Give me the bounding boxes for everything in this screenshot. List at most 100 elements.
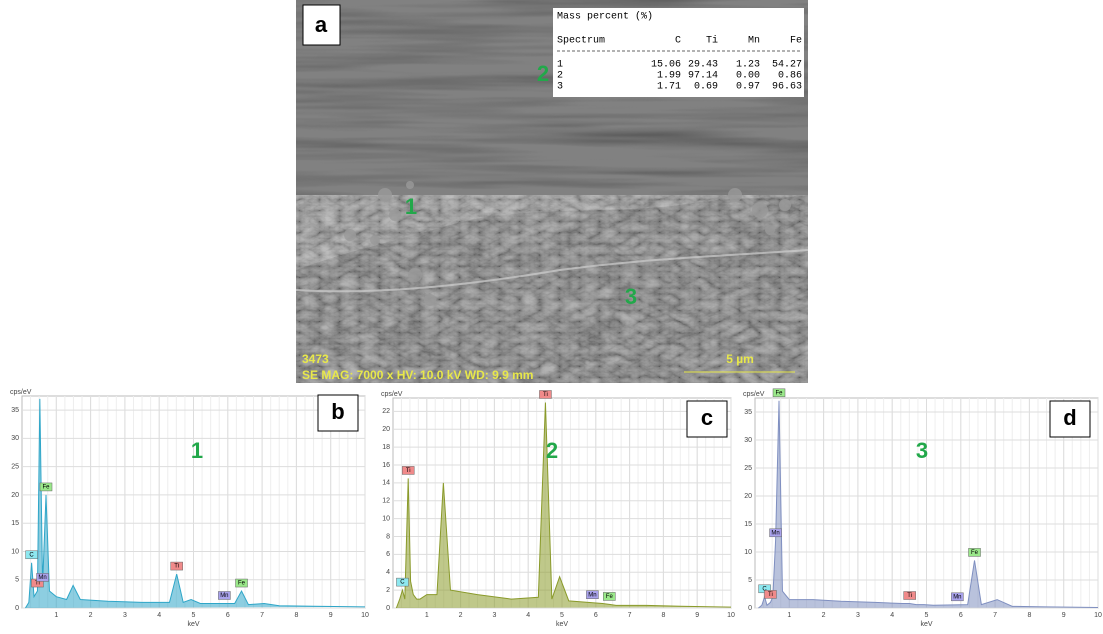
panel-label: b [331, 399, 344, 424]
y-tick-label: 35 [11, 407, 19, 414]
peak-label: Mn [220, 593, 228, 599]
table-header: C [675, 36, 681, 47]
x-tick-label: 3 [492, 612, 496, 619]
x-tick-label: 5 [192, 612, 196, 619]
y-tick-label: 10 [744, 549, 752, 556]
peak-label-box [36, 573, 49, 582]
peak-label-box [903, 591, 916, 600]
x-tick-label: 10 [727, 612, 735, 619]
peak-label-box [25, 550, 38, 560]
x-axis-label: keV [556, 621, 568, 628]
peak-label: Mn [38, 575, 46, 581]
table-cell: 1.23 [736, 60, 760, 71]
y-tick-label: 0 [386, 605, 390, 612]
marker: 1 [405, 194, 417, 219]
peak-label-box [968, 548, 981, 557]
panel-label: a [315, 12, 328, 37]
table-cell: 96.63 [772, 82, 802, 93]
x-tick-label: 4 [157, 612, 161, 619]
peak-label: Ti [543, 392, 548, 398]
y-tick-label: 16 [382, 462, 390, 469]
peak-label: Ti [768, 592, 773, 598]
peak-label-box [769, 528, 782, 538]
y-tick-label: 5 [748, 577, 752, 584]
table-cell: 2 [557, 71, 563, 82]
y-tick-label: 0 [748, 605, 752, 612]
peak-label: Fe [606, 594, 614, 600]
x-tick-label: 9 [329, 612, 333, 619]
x-tick-label: 7 [628, 612, 632, 619]
x-tick-label: 10 [361, 612, 369, 619]
x-tick-label: 2 [459, 612, 463, 619]
peak-label-box [772, 388, 786, 398]
y-axis-label: cps/eV [10, 389, 32, 396]
peak-label: Ti [35, 581, 40, 587]
peak-label: C [29, 552, 34, 558]
x-tick-label: 5 [560, 612, 564, 619]
panel-label: d [1063, 405, 1076, 430]
table-cell: 15.06 [651, 60, 681, 71]
x-tick-label: 7 [260, 612, 264, 619]
x-tick-label: 8 [661, 612, 665, 619]
y-tick-label: 30 [11, 435, 19, 442]
spectrum [758, 400, 1099, 609]
y-tick-label: 8 [386, 533, 390, 540]
y-tick-label: 25 [744, 465, 752, 472]
y-tick-label: 0 [15, 605, 19, 612]
x-tick-label: 1 [425, 612, 429, 619]
peak-label-box [218, 591, 231, 600]
y-tick-label: 10 [382, 515, 390, 522]
y-tick-label: 15 [744, 521, 752, 528]
y-tick-label: 20 [744, 493, 752, 500]
y-axis-label: cps/eV [381, 391, 403, 398]
panel-label-box [1049, 400, 1091, 438]
table-header: Ti [706, 35, 718, 47]
y-tick-label: 25 [11, 464, 19, 471]
y-tick-label: 20 [11, 492, 19, 499]
x-tick-label: 6 [594, 612, 598, 619]
x-tick-label: 4 [526, 612, 530, 619]
y-tick-label: 10 [11, 548, 19, 555]
panel-label-box [317, 394, 359, 432]
y-tick-label: 22 [382, 408, 390, 415]
peak-label: Ti [174, 564, 179, 570]
table-header: Spectrum [557, 36, 605, 47]
info-text: SE MAG: 7000 x HV: 10.0 kV WD: 9.9 mm [302, 368, 533, 382]
marker: 3 [625, 284, 637, 309]
x-tick-label: 3 [123, 612, 127, 619]
peak-label-box [170, 561, 183, 571]
table-cell: 0.97 [736, 82, 760, 93]
table-cell: 97.14 [688, 71, 718, 82]
peak-label: Fe [776, 390, 784, 396]
peak-label-box [396, 577, 409, 587]
peak-label: Mn [953, 594, 961, 600]
x-tick-label: 8 [1027, 612, 1031, 619]
x-tick-label: 2 [822, 612, 826, 619]
table-box [553, 8, 804, 97]
y-tick-label: 12 [382, 498, 390, 505]
info-text: 3473 [302, 352, 329, 366]
table-title: Mass percent (%) [557, 11, 653, 23]
table-cell: 29.43 [688, 60, 718, 71]
x-tick-label: 5 [925, 612, 929, 619]
table-header: Mn [748, 36, 760, 47]
y-tick-label: 2 [386, 587, 390, 594]
table-cell: 0.69 [694, 82, 718, 93]
peak-label: Fe [43, 485, 51, 491]
y-axis-label: cps/eV [743, 391, 765, 398]
peak-label: C [762, 586, 767, 592]
spectrum-annotation: 3 [916, 438, 928, 463]
peak-label: Ti [907, 593, 912, 599]
spectrum-annotation: 1 [191, 438, 203, 463]
x-tick-label: 10 [1094, 612, 1102, 619]
panel-label: c [701, 405, 713, 430]
peak-label: Ti [406, 468, 411, 474]
peak-label: Fe [238, 581, 246, 587]
x-axis-label: keV [920, 621, 932, 628]
panel-label-box [302, 4, 341, 46]
peak-label-box [539, 390, 552, 399]
scale-bar-label: 5 µm [726, 352, 754, 366]
y-tick-label: 15 [11, 520, 19, 527]
